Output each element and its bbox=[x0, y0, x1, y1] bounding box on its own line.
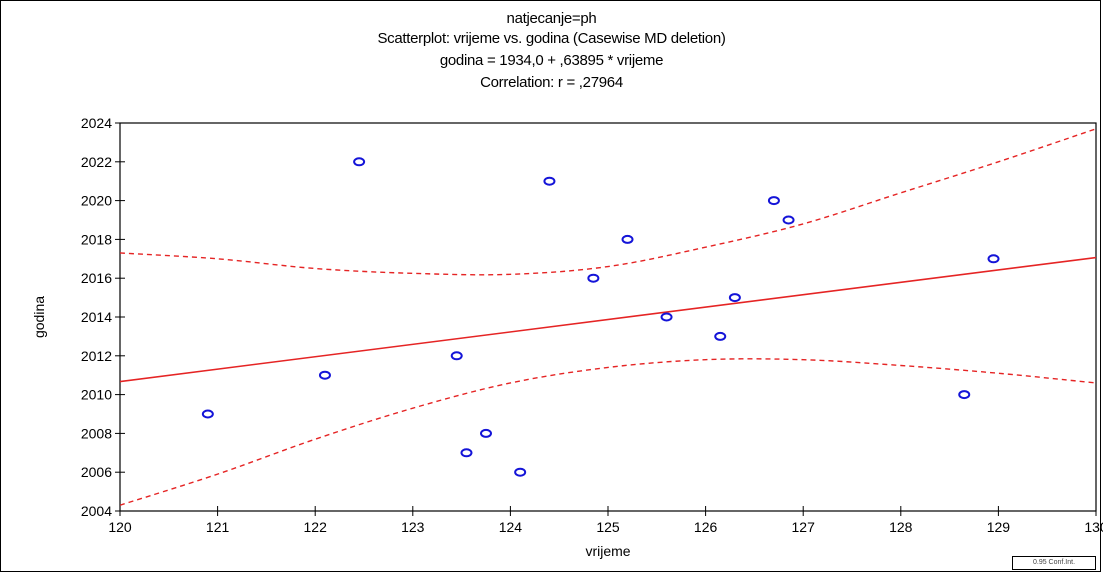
x-tick-label: 120 bbox=[108, 519, 132, 535]
data-point bbox=[958, 390, 971, 400]
data-point bbox=[318, 370, 331, 380]
x-tick-label: 121 bbox=[206, 519, 230, 535]
y-tick-label: 2020 bbox=[81, 193, 112, 209]
data-point bbox=[353, 157, 366, 167]
y-tick-label: 2022 bbox=[81, 154, 112, 170]
x-tick-label: 130 bbox=[1084, 519, 1103, 535]
regression-equation: godina = 1934,0 + ,63895 * vrijeme bbox=[439, 52, 664, 69]
x-tick-label: 124 bbox=[499, 519, 523, 535]
x-axis-label: vrijeme bbox=[585, 543, 630, 559]
chart-title: natjecanje=ph bbox=[506, 10, 597, 27]
data-point bbox=[480, 428, 492, 438]
data-point bbox=[782, 215, 795, 225]
data-point bbox=[660, 312, 673, 322]
data-point bbox=[201, 409, 214, 419]
data-point bbox=[450, 351, 463, 361]
data-point bbox=[714, 331, 727, 341]
plot-area bbox=[119, 122, 1097, 512]
y-tick-label: 2010 bbox=[81, 387, 112, 403]
data-point bbox=[514, 467, 527, 477]
y-tick-label: 2006 bbox=[81, 464, 112, 480]
x-tick-label: 129 bbox=[987, 519, 1011, 535]
x-tick-label: 128 bbox=[889, 519, 913, 535]
y-tick-label: 2008 bbox=[81, 425, 112, 441]
data-point bbox=[460, 448, 473, 458]
data-point bbox=[987, 254, 1000, 264]
regression-line bbox=[120, 256, 1096, 383]
x-tick-label: 123 bbox=[401, 519, 425, 535]
chart-subtitle: Scatterplot: vrijeme vs. godina (Casewis… bbox=[377, 30, 726, 47]
x-tick-label: 122 bbox=[304, 519, 328, 535]
x-tick-label: 126 bbox=[694, 519, 718, 535]
data-point bbox=[543, 176, 556, 186]
data-point bbox=[728, 293, 741, 303]
y-tick-label: 2016 bbox=[81, 270, 112, 286]
correlation-label: Correlation: r = ,27964 bbox=[480, 74, 623, 91]
y-axis-label: godina bbox=[31, 296, 47, 338]
y-tick-label: 2018 bbox=[81, 231, 112, 247]
data-point bbox=[767, 196, 780, 206]
confidence-upper-line bbox=[120, 128, 1096, 276]
y-tick-label: 2014 bbox=[81, 309, 112, 325]
y-tick-label: 2012 bbox=[81, 348, 112, 364]
y-tick-label: 2024 bbox=[81, 115, 112, 131]
x-tick-label: 125 bbox=[596, 519, 620, 535]
legend-conf-int: 0.95 Conf.Int. bbox=[1012, 556, 1096, 570]
y-tick-label: 2004 bbox=[81, 503, 112, 519]
data-point bbox=[621, 234, 634, 244]
x-tick-label: 127 bbox=[792, 519, 816, 535]
data-point bbox=[587, 273, 600, 283]
confidence-lower-line bbox=[120, 358, 1096, 506]
